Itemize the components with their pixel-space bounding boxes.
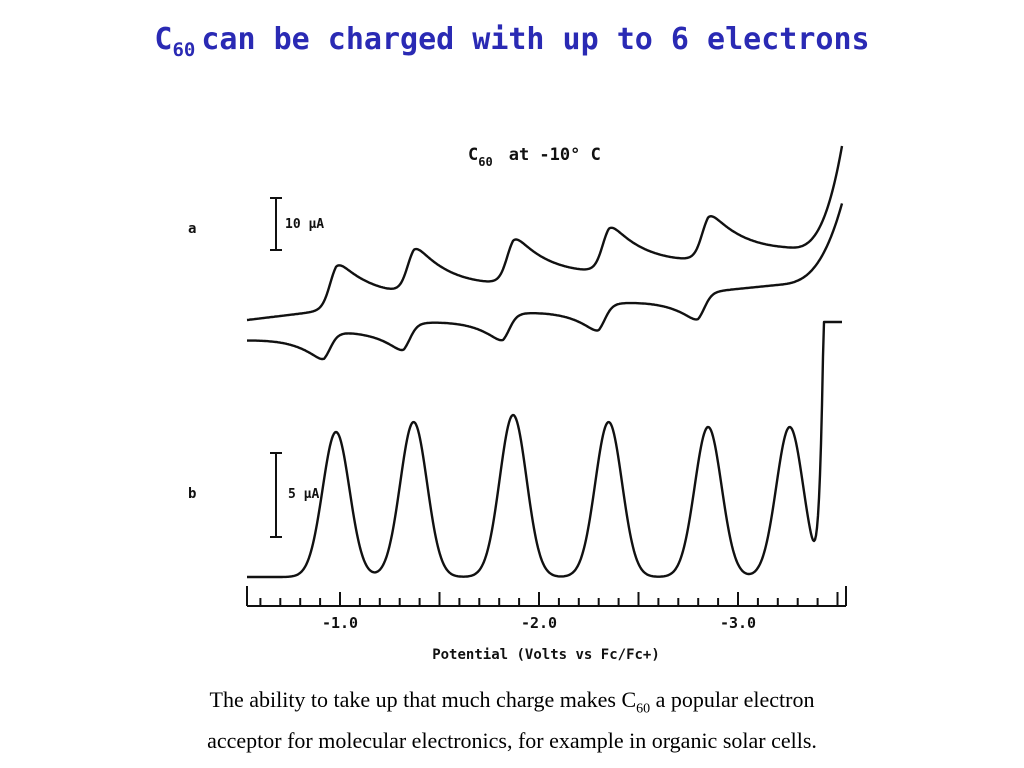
dpv-line [246,320,843,579]
x-tick-label-1: -1.0 [322,614,358,632]
scale-bar-a [270,197,282,251]
chart-title-subscript: 60 [478,155,492,169]
title-subscript: 60 [172,39,196,61]
scale-bar-b [270,452,282,538]
chart-title: C60 at -10° C [468,145,601,169]
title-c: C [154,22,173,57]
scale-bar-a-label: 10 µA [285,217,324,232]
caption-line-1-text: The ability to take up that much charge … [209,687,637,712]
slide-caption: The ability to take up that much charge … [0,684,1024,757]
x-tick-label-3: -3.0 [720,614,756,632]
chart-title-c: C [468,145,478,165]
caption-subscript: 60 [636,701,651,717]
cv-return-scan-line [246,203,844,361]
x-axis: -1.0 -2.0 -3.0 Potential (Volts vs Fc/Fc… [246,586,847,663]
x-minor-ticks [246,586,847,606]
title-text: can be charged with up to 6 electrons [201,22,870,57]
slide-title: C60 can be charged with up to 6 electrons [0,22,1024,61]
x-axis-label: Potential (Volts vs Fc/Fc+) [432,647,660,663]
chart-title-rest: at -10° C [509,145,601,165]
caption-line-1-end: a popular electron [650,687,815,712]
caption-line-1: The ability to take up that much charge … [0,684,1024,725]
panel-label-b: b [188,486,196,502]
panel-label-a: a [188,221,196,237]
caption-line-2: acceptor for molecular electronics, for … [207,728,817,754]
x-tick-label-2: -2.0 [521,614,557,632]
scale-bar-b-label: 5 µA [288,487,319,502]
cv-forward-scan-line [246,145,844,322]
voltammogram-figure: C60 at -10° C a b 10 µA 5 µA -1.0 -2.0 -3… [188,145,847,663]
